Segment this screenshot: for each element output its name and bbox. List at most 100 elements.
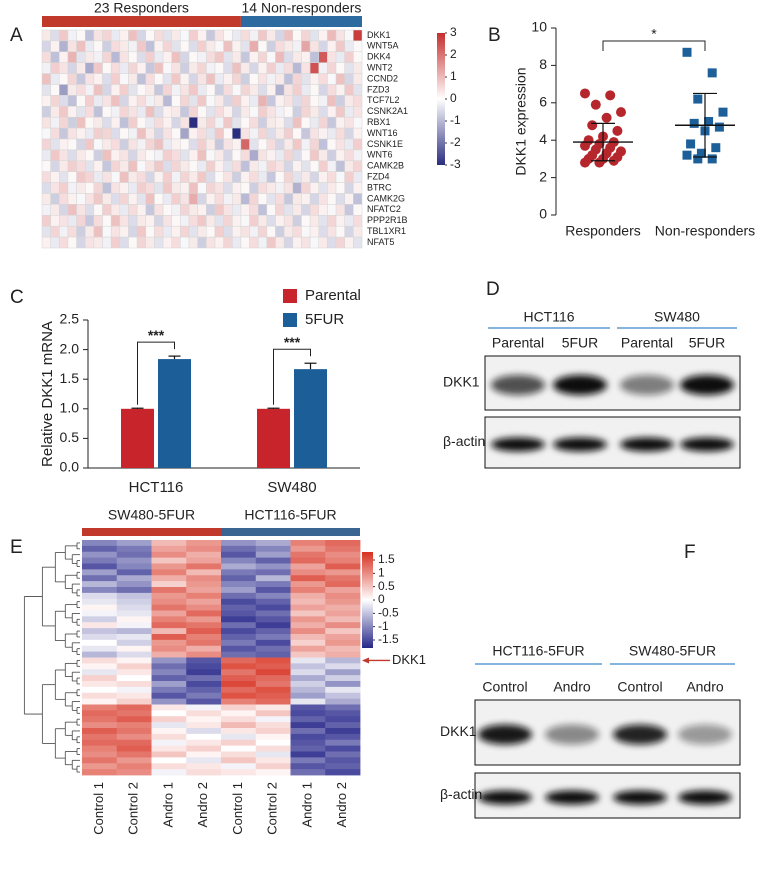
point [605, 90, 616, 101]
heatmap-cell [186, 681, 222, 688]
heatmap-cell [266, 138, 276, 151]
heatmap-cell [325, 657, 361, 664]
heatmap-cell [266, 149, 276, 162]
heatmap-cell [283, 62, 294, 74]
heatmap-cell [255, 710, 291, 717]
heatmap-cell [249, 84, 259, 96]
heatmap-cell [249, 62, 259, 74]
heatmap-cell [318, 149, 328, 162]
significance-bracket [602, 40, 706, 51]
heatmap-cell [154, 193, 164, 205]
heatmap-cell [318, 95, 328, 107]
heatmap-cell [154, 204, 164, 216]
heatmap-cell [240, 215, 250, 227]
heatmap-cell [154, 29, 164, 42]
heatmap-cell [309, 215, 320, 227]
heatmap-cell [50, 51, 60, 63]
heatmap-cell [335, 84, 345, 96]
heatmap-cell [221, 763, 257, 770]
y-tick-label: 1.0 [60, 400, 80, 416]
heatmap-cell [50, 62, 60, 74]
heatmap-cell [82, 675, 118, 682]
blot-group-label: HCT116-5FUR [492, 643, 584, 659]
heatmap-cell [116, 745, 152, 752]
heatmap-cell [128, 204, 138, 216]
heatmap-cell [301, 215, 311, 227]
heatmap-cell [249, 95, 259, 107]
heatmap-cell [186, 657, 222, 664]
heatmap-cell [290, 604, 326, 611]
blot-band [620, 437, 674, 452]
heatmap-cell [335, 116, 345, 129]
lane-label: Parental [492, 335, 544, 351]
heatmap-cell [102, 40, 112, 53]
heatmap-cell [257, 182, 268, 194]
lane-label: Control [617, 679, 662, 695]
heatmap-cell [151, 716, 187, 723]
heatmap-cell [255, 669, 291, 676]
heatmap-cell [128, 160, 138, 172]
heatmap-cell [318, 116, 328, 129]
heatmap-cell [116, 651, 152, 658]
heatmap-cell [327, 51, 337, 63]
heatmap-cell [67, 95, 77, 107]
heatmap-cell [197, 225, 207, 238]
heatmap-cell [353, 225, 363, 238]
heatmap-cell [180, 40, 190, 53]
heatmap-cell [232, 84, 242, 96]
heatmap-cell [309, 106, 320, 118]
heatmap-cell [344, 236, 354, 249]
heatmap-cell [154, 40, 164, 53]
heatmap-cell [151, 557, 187, 564]
heatmap-cell [292, 236, 302, 249]
heatmap-cell [145, 182, 155, 194]
heatmap-cell [116, 751, 152, 758]
heatmap-cell [257, 225, 268, 238]
heatmap-cell [309, 182, 320, 194]
heatmap-cell [335, 62, 345, 74]
heatmap-cell [221, 733, 257, 741]
heatmap-cell [188, 171, 198, 183]
heatmap-cell [255, 675, 291, 682]
heatmap-cell [275, 95, 285, 107]
colorbar-label: -1 [450, 113, 461, 127]
heatmap-cell [327, 236, 337, 249]
heatmap-cell [41, 236, 51, 249]
heatmap-cell [93, 225, 103, 238]
heatmap-cell [171, 215, 181, 227]
heatmap-cell [206, 225, 216, 238]
y-tick-label: 10 [531, 19, 547, 35]
blot-band [553, 375, 607, 395]
heatmap-cell [221, 540, 257, 547]
heatmap-cell [171, 236, 181, 249]
heatmap-cell [232, 62, 242, 74]
heatmap-cell [84, 116, 95, 129]
heatmap-cell [257, 29, 268, 42]
heatmap-cell [283, 171, 294, 183]
heatmap-cell [180, 62, 190, 74]
heatmap-cell [327, 95, 337, 107]
heatmap-cell [119, 127, 129, 140]
heatmap-cell [162, 236, 172, 249]
heatmap-cell [116, 675, 152, 682]
heatmap-cell [171, 95, 181, 107]
heatmap-cell [186, 563, 222, 570]
heatmap-cell [59, 225, 69, 238]
heatmap-cell [116, 728, 152, 735]
heatmap-cell [171, 204, 181, 216]
colorbar-label: 1 [378, 566, 385, 580]
heatmap-cell [290, 728, 326, 735]
heatmap-cell [197, 51, 207, 63]
heatmap-cell [110, 29, 121, 42]
heatmap-cell [206, 204, 216, 216]
heatmap-cell [84, 95, 95, 107]
heatmap-cell [325, 581, 361, 588]
heatmap-cell [50, 171, 60, 183]
heatmap-cell [214, 236, 224, 249]
heatmap-cell [102, 84, 112, 96]
heatmap-cell [76, 84, 86, 96]
heatmap-cell [255, 716, 291, 723]
heatmap-cell [116, 569, 152, 576]
heatmap-cell [266, 236, 276, 249]
heatmap-cell [325, 645, 361, 653]
